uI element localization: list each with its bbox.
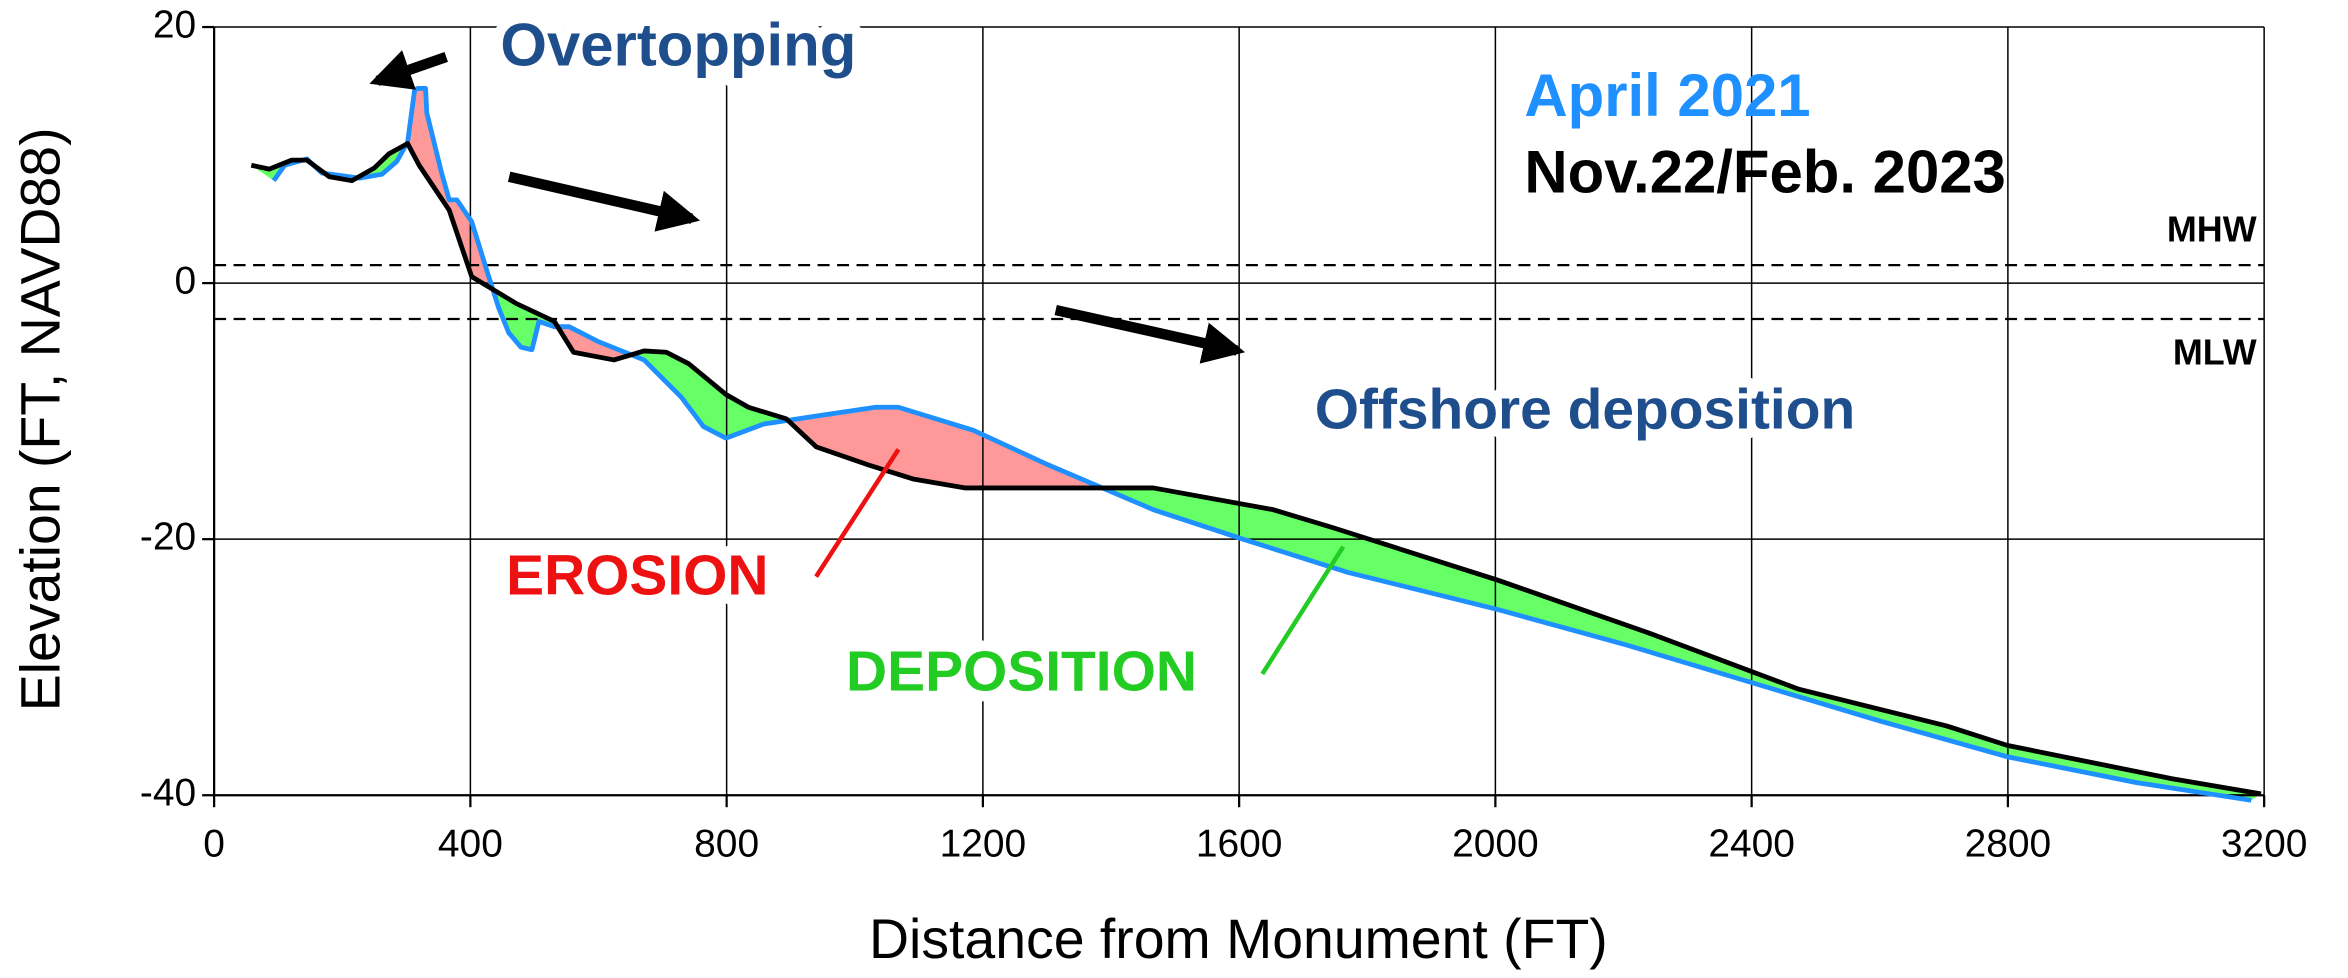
annotation: Overtopping (500, 11, 856, 78)
x-tick-label: 2800 (1965, 822, 2052, 865)
x-tick-label: 0 (203, 822, 225, 865)
arrow (1054, 304, 1246, 364)
annotation: DEPOSITION (846, 639, 1197, 703)
x-axis-label: Distance from Monument (FT) (869, 908, 1608, 970)
x-tick-label: 1600 (1196, 822, 1283, 865)
y-tick-label: 20 (153, 3, 196, 46)
y-axis-label: Elevation (FT, NAVD88) (10, 127, 72, 711)
x-tick-label: 2400 (1708, 822, 1795, 865)
arrow (369, 50, 448, 90)
y-tick-label: -40 (140, 772, 196, 815)
legend-entry: Nov.22/Feb. 2023 (1524, 139, 2005, 206)
y-tick-label: -20 (140, 515, 196, 558)
annotation: Offshore deposition (1315, 377, 1855, 441)
lines (250, 86, 2262, 803)
profile-line (271, 86, 2252, 803)
reference-label: MHW (2167, 209, 2257, 250)
x-tick-label: 1200 (940, 822, 1027, 865)
arrow (507, 171, 700, 232)
y-tick-label: 0 (175, 259, 197, 302)
x-tick-label: 800 (694, 822, 759, 865)
x-tick-label: 3200 (2221, 822, 2308, 865)
leader-line (814, 448, 901, 578)
leader-line (1260, 545, 1346, 676)
annotation: EROSION (506, 544, 768, 608)
x-tick-label: 2000 (1452, 822, 1539, 865)
reference-label: MLW (2173, 331, 2257, 372)
x-tick-label: 400 (438, 822, 503, 865)
profile-line (250, 141, 2262, 797)
legend-entry: April 2021 (1524, 62, 1810, 129)
